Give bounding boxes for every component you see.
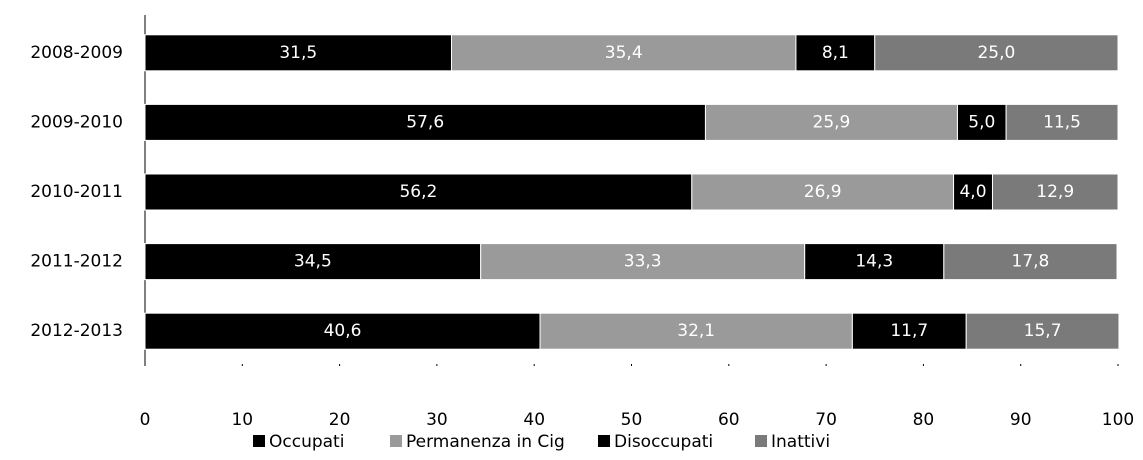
x-tick-label: 70 (815, 410, 837, 430)
bar-segment (953, 173, 993, 211)
data-label: 57,6 (406, 112, 444, 132)
data-label: 12,9 (1036, 182, 1074, 202)
y-tick-label: 2008-2009 (30, 43, 123, 63)
x-tick-label: 40 (523, 410, 545, 430)
y-tick-label: 2010-2011 (30, 182, 123, 202)
x-tick-label: 100 (1102, 410, 1134, 430)
bar-segment (539, 312, 853, 350)
data-label: 40,6 (324, 321, 362, 341)
legend-label: Inattivi (771, 432, 830, 452)
data-label: 56,2 (399, 182, 437, 202)
legend-swatch (390, 435, 402, 447)
x-tick-label: 80 (913, 410, 935, 430)
x-tick-label: 60 (718, 410, 740, 430)
bar-segment (991, 173, 1119, 211)
bar-segment (795, 34, 876, 72)
bar-segment (704, 103, 958, 141)
data-label: 34,5 (294, 252, 332, 272)
y-tick-label: 2011-2012 (30, 252, 123, 272)
bar-segment (144, 103, 706, 141)
data-label: 4,0 (959, 182, 986, 202)
x-tick-label: 10 (231, 410, 253, 430)
bar-segment (965, 312, 1120, 350)
legend-label: Occupati (269, 432, 344, 452)
x-tick-label: 30 (426, 410, 448, 430)
legend-swatch (755, 435, 767, 447)
data-label: 32,1 (677, 321, 715, 341)
y-tick-label: 2012-2013 (30, 321, 123, 341)
bar-segment (450, 34, 797, 72)
bar-segment (144, 243, 482, 281)
data-label: 11,7 (890, 321, 928, 341)
data-label: 35,4 (605, 43, 643, 63)
bar-segment (804, 243, 945, 281)
bar-segment (144, 173, 693, 211)
x-tick-label: 50 (621, 410, 643, 430)
data-label: 25,0 (977, 43, 1015, 63)
legend-label: Permanenza in Cig (406, 432, 565, 452)
data-label: 5,0 (968, 112, 995, 132)
y-tick-label: 2009-2010 (30, 112, 123, 132)
bar-segment (144, 34, 452, 72)
legend-swatch (253, 435, 265, 447)
legend-swatch (598, 435, 610, 447)
bar-segment (874, 34, 1119, 72)
data-label: 15,7 (1024, 321, 1062, 341)
data-label: 26,9 (804, 182, 842, 202)
data-label: 25,9 (813, 112, 851, 132)
data-label: 31,5 (279, 43, 317, 63)
x-tick-label: 90 (1010, 410, 1032, 430)
data-label: 8,1 (822, 43, 849, 63)
bar-segment (144, 312, 541, 350)
bar-segment (956, 103, 1007, 141)
data-label: 33,3 (624, 252, 662, 272)
data-label: 14,3 (855, 252, 893, 272)
x-tick-label: 20 (329, 410, 351, 430)
bar-segment (480, 243, 806, 281)
bar-segment (943, 243, 1118, 281)
bar-segment (1005, 103, 1119, 141)
data-label: 17,8 (1012, 252, 1050, 272)
data-label: 11,5 (1043, 112, 1081, 132)
legend-label: Disoccupati (614, 432, 713, 452)
bar-segment (691, 173, 955, 211)
x-tick-label: 0 (140, 410, 151, 430)
